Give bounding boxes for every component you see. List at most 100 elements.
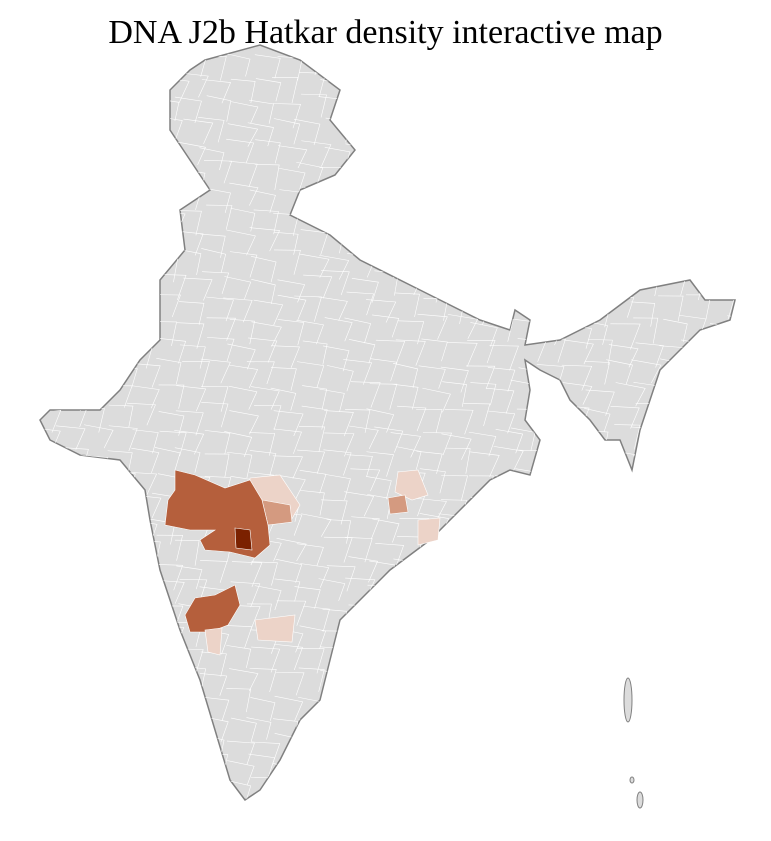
district-border <box>467 189 497 216</box>
district-border <box>373 609 399 634</box>
district-border <box>40 690 59 714</box>
district-border <box>108 425 138 452</box>
district-border <box>560 120 586 146</box>
district-low-density[interactable] <box>204 627 223 656</box>
district-border <box>732 52 735 79</box>
district-border <box>706 57 733 83</box>
district-border <box>679 54 706 80</box>
district-border <box>348 556 379 583</box>
district-border <box>708 124 734 151</box>
district-border <box>254 54 281 79</box>
district-border <box>583 805 608 830</box>
district-border <box>251 256 277 283</box>
district-border <box>583 208 610 235</box>
district-border <box>543 445 570 471</box>
district-border <box>470 760 500 786</box>
district-border <box>370 229 398 253</box>
district-border <box>538 602 567 628</box>
district-border <box>345 80 372 105</box>
district-border <box>727 741 735 765</box>
district-border <box>206 317 236 341</box>
district-border <box>397 145 426 169</box>
district-border <box>534 735 565 759</box>
district-border <box>371 650 397 675</box>
district-border <box>558 558 585 582</box>
district-border <box>84 667 110 693</box>
district-border <box>61 606 90 631</box>
district-border <box>63 762 92 787</box>
district-border <box>273 428 302 454</box>
district-border <box>685 167 712 192</box>
district-border <box>441 652 470 678</box>
district-border <box>517 257 545 284</box>
district-border <box>633 208 660 234</box>
district-low-density[interactable] <box>254 614 296 643</box>
district-border <box>558 98 586 122</box>
district-border <box>419 563 445 589</box>
district-border <box>324 473 351 500</box>
district-border <box>132 116 159 140</box>
district-border <box>230 605 261 631</box>
district-high-density[interactable] <box>184 584 241 633</box>
district-border <box>466 365 496 390</box>
district-border <box>630 301 656 327</box>
district-border <box>327 52 355 78</box>
district-border <box>40 271 67 298</box>
district-low-density[interactable] <box>417 517 441 546</box>
district-border <box>543 138 573 162</box>
district-border <box>103 651 134 675</box>
district-border <box>175 230 204 256</box>
district-border <box>541 759 571 784</box>
district-border <box>519 605 546 632</box>
district-border <box>727 674 735 698</box>
district-border <box>730 628 735 653</box>
district-border <box>393 776 419 800</box>
district-border <box>224 803 250 827</box>
district-border <box>543 165 573 190</box>
district-border <box>62 166 92 191</box>
district-border <box>657 584 683 610</box>
district-border <box>559 182 590 206</box>
district-border <box>54 272 82 299</box>
district-border <box>105 226 130 251</box>
district-border <box>297 798 327 800</box>
district-border <box>490 278 516 303</box>
district-border <box>55 139 85 162</box>
district-border <box>679 738 710 765</box>
district-border <box>680 494 711 517</box>
district-border <box>299 490 325 516</box>
district-border <box>541 186 570 210</box>
district-low-density[interactable] <box>394 469 429 501</box>
district-border <box>441 56 471 83</box>
district-border <box>80 712 108 738</box>
district-border <box>490 513 516 536</box>
district-border <box>40 55 60 80</box>
district-border <box>708 234 734 260</box>
district-border <box>462 736 493 762</box>
district-border <box>487 116 516 142</box>
district-border <box>130 559 157 586</box>
district-border <box>470 497 496 523</box>
district-border <box>439 564 468 587</box>
district-border <box>40 668 64 693</box>
district-border <box>397 320 425 345</box>
district-border <box>157 274 187 301</box>
district-border <box>567 163 599 190</box>
district-border <box>488 248 518 273</box>
district-border <box>495 54 526 79</box>
district-border <box>206 296 234 322</box>
district-border <box>276 537 307 562</box>
district-border <box>395 599 427 625</box>
district-mid-density[interactable] <box>387 494 409 515</box>
district-border <box>536 93 564 118</box>
district-max-density[interactable] <box>234 527 253 551</box>
district-border <box>661 208 688 234</box>
district-border <box>611 498 637 524</box>
district-border <box>516 204 547 228</box>
district-border <box>204 453 230 478</box>
district-border <box>83 75 109 101</box>
district-border <box>133 719 161 743</box>
district-border <box>470 382 497 406</box>
district-border <box>350 468 381 492</box>
